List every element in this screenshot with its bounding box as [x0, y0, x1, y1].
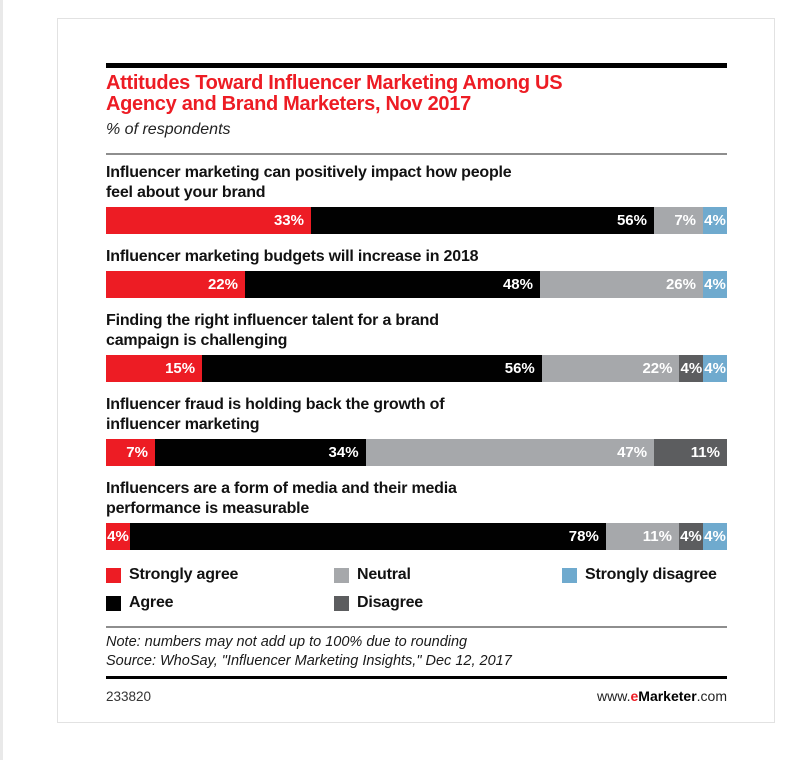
segment-value: 22% [207, 276, 238, 293]
segment-strongly-disagree: 4% [703, 355, 727, 382]
segment-agree: 56% [311, 207, 654, 234]
segment-disagree: 4% [678, 523, 703, 550]
statement-line: influencer marketing [106, 416, 260, 433]
segment-value: 26% [665, 276, 696, 293]
segment-value: 4% [704, 360, 726, 377]
segment-neutral: 22% [541, 355, 680, 382]
legend-item-strongly-disagree: Strongly disagree [562, 564, 727, 586]
segment-value: 56% [616, 212, 647, 229]
agree-swatch-icon [106, 595, 121, 611]
statement-4: Influencer fraud is holding back the gro… [106, 395, 727, 435]
legend: Strongly agree Agree Neutral Disagree St… [106, 564, 727, 614]
title-top-rule [106, 63, 727, 68]
statement-3: Finding the right influencer talent for … [106, 311, 727, 351]
source-line: Source: WhoSay, "Influencer Marketing In… [106, 653, 512, 669]
statement-line: performance is measurable [106, 500, 310, 517]
segment-agree: 56% [202, 355, 542, 382]
segment-agree: 34% [154, 439, 366, 466]
emarketer-chart-card: Attitudes Toward Influencer Marketing Am… [57, 18, 775, 723]
segment-value: 22% [642, 360, 673, 377]
stacked-bar-4: 7% 34% 47% 11% [106, 439, 727, 466]
segment-value: 11% [642, 528, 672, 545]
chart-id: 233820 [106, 689, 152, 704]
segment-neutral: 47% [365, 439, 655, 466]
segment-value: 48% [502, 276, 533, 293]
segment-value: 11% [690, 444, 720, 461]
segment-disagree: 11% [654, 439, 727, 466]
segment-neutral: 7% [654, 207, 703, 234]
segment-value: 78% [568, 528, 599, 545]
statement-line: Influencers are a form of media and thei… [106, 480, 457, 497]
segment-neutral: 11% [605, 523, 679, 550]
segment-value: 4% [704, 212, 726, 229]
segment-strongly-agree: 33% [106, 207, 311, 234]
segment-neutral: 26% [540, 271, 703, 298]
statement-line: Influencer marketing budgets will increa… [106, 248, 479, 265]
statement-5: Influencers are a form of media and thei… [106, 479, 727, 519]
segment-value: 47% [617, 444, 648, 461]
chart-title-line2: Agency and Brand Marketers, Nov 2017 [106, 93, 471, 115]
url-brand: Marketer [638, 688, 697, 704]
segment-strongly-disagree: 4% [702, 523, 728, 550]
segment-agree: 48% [245, 271, 540, 298]
segment-value: 4% [680, 360, 703, 377]
legend-label: Strongly agree [129, 566, 239, 583]
statement-1: Influencer marketing can positively impa… [106, 163, 727, 203]
emarketer-url: www.eMarketer.com [597, 688, 727, 704]
segment-value: 33% [273, 212, 304, 229]
disagree-swatch-icon [334, 595, 349, 611]
segment-value: 4% [107, 528, 129, 545]
chart-rows: Influencer marketing can positively impa… [106, 163, 728, 550]
chart-subtitle: % of respondents [106, 121, 231, 138]
statement-line: Finding the right influencer talent for … [106, 312, 439, 329]
segment-strongly-disagree: 4% [703, 271, 727, 298]
chart-title-line1: Attitudes Toward Influencer Marketing Am… [106, 72, 563, 94]
note-line: Note: numbers may not add up to 100% due… [106, 634, 468, 650]
legend-label: Agree [129, 594, 174, 611]
legend-item-strongly-agree: Strongly agree [106, 564, 334, 586]
segment-strongly-agree: 7% [106, 439, 155, 466]
segment-strongly-agree: 15% [106, 355, 203, 382]
stacked-bar-5: 4% 78% 11% 4% 4% [106, 523, 728, 550]
subtitle-divider [106, 153, 727, 155]
legend-item-agree: Agree [106, 592, 334, 614]
chart-title: Attitudes Toward Influencer Marketing Am… [106, 73, 727, 115]
segment-value: 15% [165, 360, 196, 377]
page-left-edge [0, 0, 3, 760]
segment-value: 34% [328, 444, 359, 461]
statement-line: Influencer marketing can positively impa… [106, 164, 512, 181]
legend-divider [106, 626, 727, 628]
legend-label: Neutral [357, 566, 411, 583]
strongly-agree-swatch-icon [106, 567, 121, 583]
segment-value: 56% [504, 360, 535, 377]
url-e: e [630, 688, 639, 704]
statement-line: Influencer fraud is holding back the gro… [106, 396, 445, 413]
segment-value: 4% [680, 528, 702, 545]
segment-agree: 78% [130, 523, 606, 550]
segment-strongly-agree: 22% [106, 271, 245, 298]
legend-item-neutral: Neutral [334, 564, 562, 586]
statement-2: Influencer marketing budgets will increa… [106, 247, 727, 267]
footer: 233820 www.eMarketer.com [106, 688, 727, 704]
statement-line: feel about your brand [106, 184, 266, 201]
footer-rule [106, 676, 727, 679]
segment-value: 4% [704, 528, 726, 545]
segment-strongly-disagree: 4% [703, 207, 727, 234]
url-www: www. [597, 688, 631, 704]
strongly-disagree-swatch-icon [562, 567, 577, 583]
legend-item-disagree: Disagree [334, 592, 562, 614]
url-com: .com [696, 688, 727, 704]
stacked-bar-2: 22% 48% 26% 4% [106, 271, 727, 298]
stacked-bar-1: 33% 56% 7% 4% [106, 207, 727, 234]
stacked-bar-3: 15% 56% 22% 4% 4% [106, 355, 727, 382]
segment-value: 7% [126, 444, 148, 461]
segment-disagree: 4% [679, 355, 704, 382]
legend-label: Strongly disagree [585, 566, 717, 583]
legend-label: Disagree [357, 594, 423, 611]
segment-value: 4% [704, 276, 726, 293]
segment-value: 7% [674, 212, 696, 229]
neutral-swatch-icon [334, 567, 349, 583]
statement-line: campaign is challenging [106, 332, 288, 349]
segment-strongly-agree: 4% [106, 523, 131, 550]
